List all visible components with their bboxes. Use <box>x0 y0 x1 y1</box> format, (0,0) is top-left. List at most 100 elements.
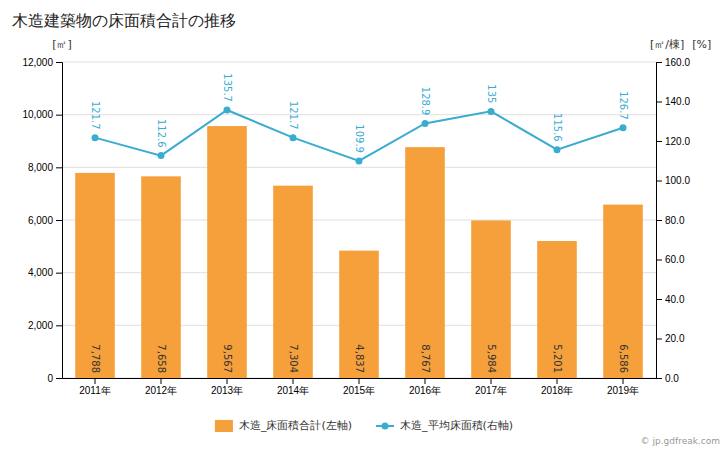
grid <box>62 62 656 378</box>
x-axis: 2011年 2012年 2013年 2014年 2015年 2016年 2017年 2018年… <box>63 378 657 396</box>
y2-tick-mark <box>656 181 662 182</box>
grid-line <box>62 167 656 168</box>
y-tick: 6,000 <box>28 215 62 226</box>
x-tick-label: 2016年 <box>409 385 441 396</box>
line-point <box>290 134 297 141</box>
y-tick: 0 <box>47 373 62 384</box>
grid-line <box>62 114 656 115</box>
y-axis: 0 2,000 4,000 6,000 8,000 10,000 12,000 <box>22 57 62 384</box>
bar-label: 7,788 <box>90 344 101 373</box>
y2-tick-mark <box>656 378 662 379</box>
line-point <box>92 134 99 141</box>
x-tick-mark <box>359 378 360 384</box>
y2-tick-label: 140.0 <box>665 96 690 107</box>
annotation: © jp.gdfreak.com <box>641 436 720 446</box>
x-tick-mark <box>623 378 624 384</box>
bar-label: 5,984 <box>486 344 497 373</box>
x-tick-mark <box>425 378 426 384</box>
legend-label: 木造_平均床面積(右軸) <box>400 419 513 432</box>
y2-tick-label: 80.0 <box>665 215 685 226</box>
bar-label: 7,304 <box>288 344 299 373</box>
y-tick: 2,000 <box>28 320 62 331</box>
legend-item: 木造_床面積合計(左軸) <box>215 419 352 432</box>
y-tick-mark <box>56 378 62 379</box>
x-tick-mark <box>557 378 558 384</box>
bar <box>273 186 313 378</box>
y2-tick-mark <box>656 260 662 261</box>
y2-tick-mark <box>656 220 662 221</box>
y-tick-label: 12,000 <box>22 57 53 68</box>
y2-axis-label: [%] <box>692 38 711 51</box>
y-axis-line <box>56 63 63 379</box>
x-tick: 2019年 <box>607 378 639 396</box>
y2-tick: 20.0 <box>656 333 685 344</box>
line-point <box>488 108 495 115</box>
grid-line <box>62 62 656 63</box>
x-tick-label: 2019年 <box>607 385 639 396</box>
x-tick: 2011年 <box>79 378 111 396</box>
marks <box>75 106 643 378</box>
y2-tick: 140.0 <box>656 96 690 107</box>
y-tick-mark <box>56 273 62 274</box>
y-tick-label: 6,000 <box>28 215 53 226</box>
line-label: 128.9 <box>420 87 431 116</box>
bar <box>537 241 577 378</box>
bar <box>405 147 445 378</box>
bar <box>207 126 247 378</box>
y-tick-label: 10,000 <box>22 109 53 120</box>
x-tick: 2015年 <box>343 378 375 396</box>
x-tick-label: 2014年 <box>277 385 309 396</box>
y2-axis-line <box>657 63 663 379</box>
line-label: 126.7 <box>618 91 629 120</box>
line-label: 135 <box>486 84 497 103</box>
x-tick: 2012年 <box>145 378 177 396</box>
bar <box>471 220 511 378</box>
x-tick-mark <box>161 378 162 384</box>
y-tick-mark <box>56 115 62 116</box>
y2-tick-label: 120.0 <box>665 136 690 147</box>
y2-tick: 80.0 <box>656 215 685 226</box>
y-tick: 10,000 <box>22 109 62 120</box>
y2-tick-mark <box>656 141 662 142</box>
legend-label: 木造_床面積合計(左軸) <box>239 419 352 432</box>
y-tick-label: 0 <box>47 373 53 384</box>
y2-tick-label: 160.0 <box>665 57 690 68</box>
line-point <box>356 157 363 164</box>
y2-tick: 120.0 <box>656 136 690 147</box>
line-label: 112.6 <box>156 119 167 148</box>
x-tick-label: 2017年 <box>475 385 507 396</box>
y2-tick-label: 60.0 <box>665 254 685 265</box>
y-tick-label: 4,000 <box>28 267 53 278</box>
legend-item: 木造_平均床面積(右軸) <box>376 419 513 432</box>
bar-label: 6,586 <box>618 344 629 373</box>
line <box>95 110 623 161</box>
x-tick-mark <box>491 378 492 384</box>
x-tick: 2014年 <box>277 378 309 396</box>
bar-label: 4,837 <box>354 344 365 373</box>
y-tick-label: 8,000 <box>28 162 53 173</box>
y2-tick: 60.0 <box>656 254 685 265</box>
y-tick-mark <box>56 167 62 168</box>
chart-title: 木造建築物の床面積合計の推移 <box>12 11 236 30</box>
y2-tick-mark <box>656 339 662 340</box>
x-tick-label: 2015年 <box>343 385 375 396</box>
bar <box>339 251 379 378</box>
y2-tick: 0.0 <box>656 373 679 384</box>
line-label: 121.7 <box>90 101 101 130</box>
legend: 木造_床面積合計(左軸) 木造_平均床面積(右軸) <box>215 419 513 432</box>
y-tick: 4,000 <box>28 267 62 278</box>
x-tick-label: 2013年 <box>211 385 243 396</box>
chart-container: 木造建築物の床面積合計の推移7,7887,6589,5677,3044,8378… <box>0 0 728 450</box>
x-tick-label: 2012年 <box>145 385 177 396</box>
y-tick-mark <box>56 325 62 326</box>
plot-area: 7,7887,6589,5677,3044,8378,7675,9845,201… <box>22 57 690 396</box>
x-tick: 2018年 <box>541 378 573 396</box>
y2-tick: 160.0 <box>656 57 690 68</box>
y-tick-mark <box>56 220 62 221</box>
line-label: 109.9 <box>354 124 365 153</box>
chart-svg: 木造建築物の床面積合計の推移7,7887,6589,5677,3044,8378… <box>0 0 728 450</box>
y2-tick-mark <box>656 102 662 103</box>
line-point <box>224 106 231 113</box>
bar-label: 8,767 <box>420 344 431 373</box>
y2-tick-label: 100.0 <box>665 175 690 186</box>
